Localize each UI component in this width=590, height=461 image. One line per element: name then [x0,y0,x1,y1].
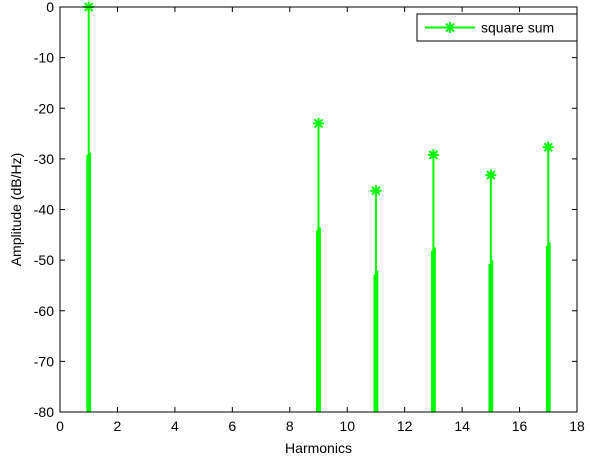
peak-marker [313,118,324,129]
y-tick-label: -80 [34,404,54,420]
x-tick-label: 10 [339,418,355,434]
x-tick-label: 6 [228,418,236,434]
y-tick-label: 0 [46,0,54,15]
peak-marker [485,170,496,181]
y-tick-label: -40 [34,202,54,218]
x-tick-label: 8 [286,418,294,434]
x-tick-label: 16 [512,418,528,434]
y-axis-label: Amplitude (dB/Hz) [8,153,24,267]
x-tick-label: 0 [56,418,64,434]
legend: square sum [417,14,577,41]
y-tick-label: -60 [34,303,54,319]
x-tick-label: 14 [454,418,470,434]
y-tick-label: -50 [34,252,54,268]
legend-entry-label: square sum [481,20,554,36]
x-axis-label: Harmonics [285,440,352,456]
y-tick-label: -70 [34,353,54,369]
x-tick-label: 4 [171,418,179,434]
legend-star-icon [445,22,456,33]
y-tick-label: -20 [34,100,54,116]
legend-marker-icon [445,22,456,33]
peak-marker [543,142,554,153]
x-tick-label: 18 [569,418,585,434]
x-tick-label: 12 [397,418,413,434]
x-tick-label: 2 [114,418,122,434]
peak-marker [428,149,439,160]
y-tick-label: -30 [34,151,54,167]
peak-marker [370,185,381,196]
y-tick-label: -10 [34,50,54,66]
